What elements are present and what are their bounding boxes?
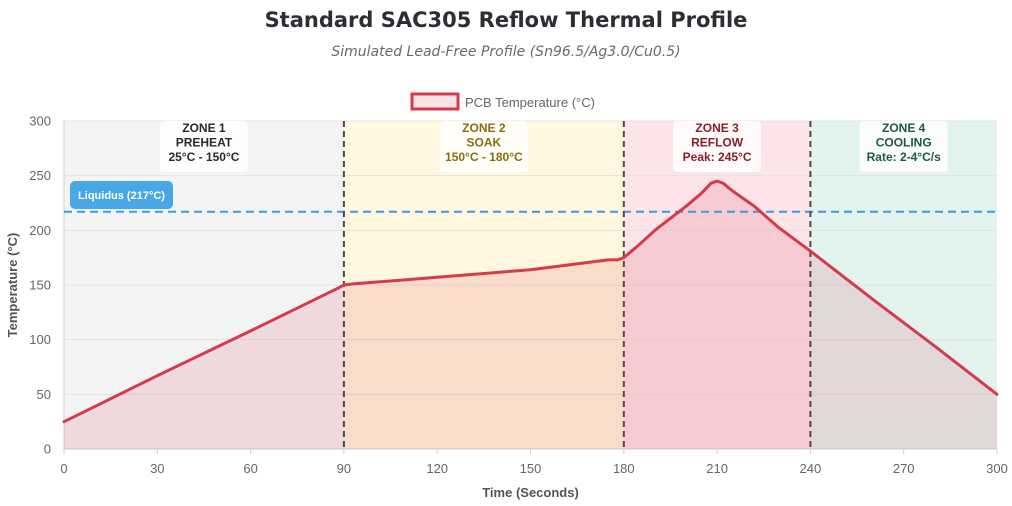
zone-label-line: COOLING (876, 136, 932, 150)
x-tick-label: 60 (243, 461, 257, 476)
x-tick-label: 120 (426, 461, 448, 476)
liquidus-label-box (70, 181, 173, 209)
zone-label-line: ZONE 3 (695, 121, 739, 135)
x-tick-label: 30 (150, 461, 164, 476)
zone-label-box (859, 121, 948, 172)
y-tick-label: 200 (29, 223, 51, 238)
y-tick-label: 0 (44, 442, 51, 457)
zone-label-line: PREHEAT (176, 136, 233, 150)
zone-label-line: REFLOW (691, 136, 744, 150)
y-tick-label: 300 (29, 114, 51, 129)
x-tick-label: 210 (706, 461, 728, 476)
zone-label-line: ZONE 4 (882, 121, 926, 135)
liquidus-label-text: Liquidus (217°C) (78, 190, 165, 202)
zone-label-line: 25°C - 150°C (168, 150, 239, 164)
y-tick-label: 100 (29, 332, 51, 347)
liquidus-label: Liquidus (217°C) (70, 181, 173, 209)
chart-title: Standard SAC305 Reflow Thermal Profile (264, 8, 748, 32)
x-axis-label: Time (Seconds) (482, 485, 579, 500)
zone-label-box (673, 121, 762, 172)
zone-label-box (159, 121, 248, 172)
x-tick-label: 150 (520, 461, 542, 476)
x-tick-label: 90 (337, 461, 351, 476)
chart-subtitle: Simulated Lead-Free Profile (Sn96.5/Ag3.… (331, 44, 681, 60)
legend-swatch (410, 92, 460, 111)
legend-label: PCB Temperature (°C) (465, 95, 595, 110)
legend: PCB Temperature (°C) (410, 92, 595, 111)
x-tick-label: 240 (800, 461, 822, 476)
zone-label-line: SOAK (467, 136, 502, 150)
y-tick-label: 150 (29, 278, 51, 293)
x-tick-label: 300 (986, 461, 1008, 476)
series-line (62, 179, 999, 424)
y-tick-label: 250 (29, 168, 51, 183)
zone-label-box (439, 121, 528, 172)
y-axis-label: Temperature (°C) (5, 233, 20, 338)
series-area-fill (64, 181, 997, 449)
zone-label-line: 150°C - 180°C (445, 150, 523, 164)
y-tick-label: 50 (37, 387, 51, 402)
zone-label-line: Peak: 245°C (683, 150, 752, 164)
zone-label-line: ZONE 1 (182, 121, 226, 135)
zone-label-line: Rate: 2-4°C/s (867, 150, 941, 164)
x-tick-label: 0 (60, 461, 67, 476)
x-tick-label: 180 (613, 461, 635, 476)
x-tick-label: 270 (893, 461, 915, 476)
zone-label-line: ZONE 2 (462, 121, 506, 135)
